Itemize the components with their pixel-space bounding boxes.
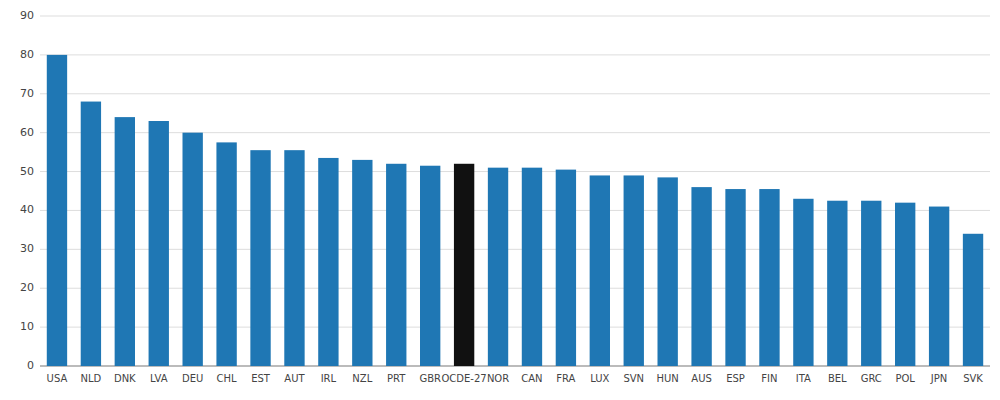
x-tick-label: POL bbox=[895, 373, 915, 384]
x-tick-label: AUS bbox=[691, 373, 712, 384]
bar bbox=[929, 207, 949, 366]
bar bbox=[725, 189, 745, 366]
grid-line bbox=[40, 16, 990, 17]
bar bbox=[386, 164, 406, 366]
chart: 0 10 20 30 40 50 60 70 80 90 USA NLD DNK LVA DEU CHL EST… bbox=[0, 0, 1000, 400]
y-tick-label: 20 bbox=[20, 281, 34, 294]
y-tick-labels: 0 10 20 30 40 50 60 70 80 90 bbox=[20, 9, 34, 372]
x-tick-label: FRA bbox=[556, 373, 575, 384]
bars bbox=[47, 55, 983, 366]
x-tick-label: BEL bbox=[828, 373, 847, 384]
x-tick-label: NLD bbox=[81, 373, 102, 384]
x-tick-label: CHL bbox=[217, 373, 238, 384]
bar bbox=[47, 55, 67, 366]
y-tick-label: 50 bbox=[20, 165, 34, 178]
x-tick-label: GBR bbox=[419, 373, 441, 384]
bar bbox=[793, 199, 813, 366]
bar bbox=[454, 164, 474, 366]
y-tick-label: 40 bbox=[20, 203, 34, 216]
bar bbox=[115, 117, 135, 366]
bar bbox=[183, 133, 203, 366]
page: {"chart_data": {"type": "bar", "categori… bbox=[0, 0, 1000, 400]
y-tick-label: 10 bbox=[20, 320, 34, 333]
bar bbox=[149, 121, 169, 366]
x-tick-label: CAN bbox=[521, 373, 542, 384]
y-tick-label: 90 bbox=[20, 9, 34, 22]
y-tick-label: 0 bbox=[27, 359, 34, 372]
x-tick-label: DNK bbox=[114, 373, 136, 384]
x-tick-label: SVK bbox=[963, 373, 983, 384]
grid-line bbox=[40, 93, 990, 94]
bar bbox=[556, 170, 576, 366]
x-tick-label: ESP bbox=[726, 373, 745, 384]
x-tick-label: HUN bbox=[657, 373, 679, 384]
bar bbox=[590, 175, 610, 366]
x-tick-label: JPN bbox=[930, 373, 947, 384]
bar bbox=[352, 160, 372, 366]
bar bbox=[861, 201, 881, 366]
x-tick-label: NZL bbox=[352, 373, 372, 384]
x-tick-label: SVN bbox=[623, 373, 644, 384]
bar bbox=[658, 177, 678, 366]
y-tick-label: 70 bbox=[20, 87, 34, 100]
x-tick-label: PRT bbox=[387, 373, 406, 384]
x-tick-labels: USA NLD DNK LVA DEU CHL EST AUT IRL NZL PRT GBROCDE… bbox=[47, 373, 984, 384]
x-tick-label: AUT bbox=[284, 373, 305, 384]
bar bbox=[759, 189, 779, 366]
bar bbox=[318, 158, 338, 366]
x-tick-label: DEU bbox=[182, 373, 203, 384]
bar bbox=[522, 168, 542, 366]
x-tick-label: FIN bbox=[761, 373, 777, 384]
grid-line bbox=[40, 54, 990, 55]
bar bbox=[895, 203, 915, 366]
x-tick-label: IRL bbox=[321, 373, 337, 384]
x-tick-label: LVA bbox=[150, 373, 168, 384]
bar bbox=[81, 102, 101, 366]
y-tick-label: 80 bbox=[20, 48, 34, 61]
x-tick-label: ITA bbox=[796, 373, 811, 384]
y-grid bbox=[40, 16, 990, 366]
x-tick-label: LUX bbox=[590, 373, 609, 384]
y-tick-label: 30 bbox=[20, 242, 34, 255]
bar bbox=[827, 201, 847, 366]
x-tick-label: GRC bbox=[861, 373, 882, 384]
bar bbox=[624, 175, 644, 366]
bar bbox=[691, 187, 711, 366]
x-tick-label: USA bbox=[47, 373, 68, 384]
bar bbox=[420, 166, 440, 366]
bar bbox=[284, 150, 304, 366]
bar bbox=[488, 168, 508, 366]
bar bbox=[963, 234, 983, 366]
x-tick-label: OCDE-27 bbox=[441, 373, 486, 384]
x-tick-label: NOR bbox=[487, 373, 509, 384]
x-tick-label: EST bbox=[251, 373, 271, 384]
bar bbox=[216, 142, 236, 366]
y-tick-label: 60 bbox=[20, 126, 34, 139]
bar bbox=[250, 150, 270, 366]
